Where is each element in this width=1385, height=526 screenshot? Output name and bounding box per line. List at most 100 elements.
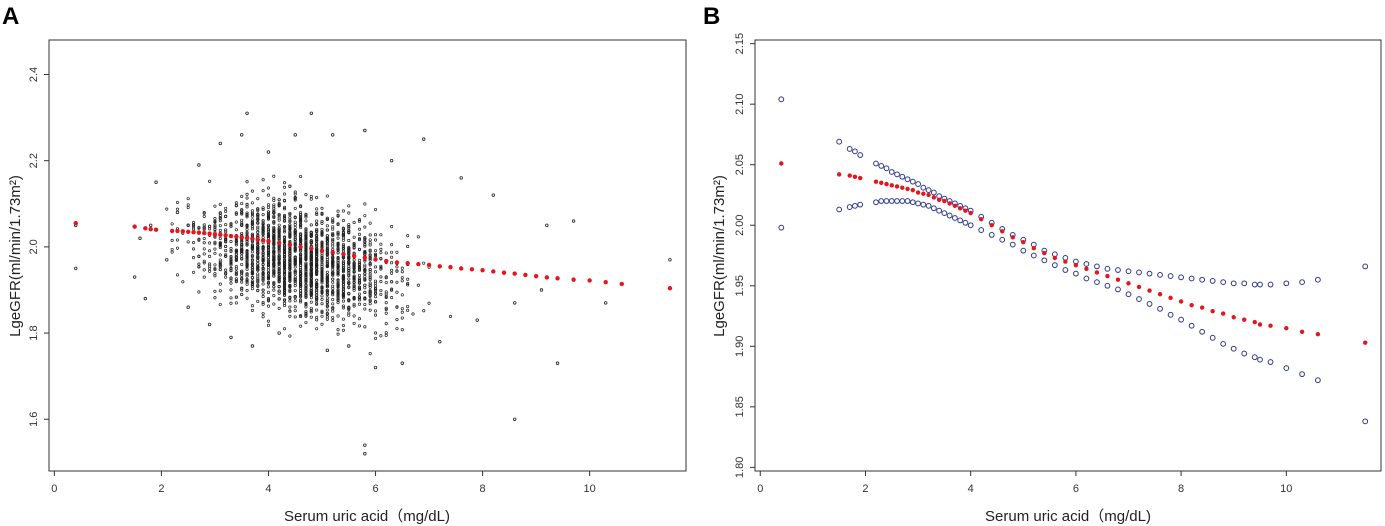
lower-ci-point bbox=[1220, 340, 1227, 347]
panel-b-y-axis: 1.80 1.85 1.90 1.95 2.00 2.05 2.10 2.15 bbox=[734, 33, 755, 478]
panel-b-x-axis: 0 2 4 6 8 10 bbox=[757, 471, 1292, 495]
fitted-point bbox=[952, 203, 958, 209]
scatter-point bbox=[373, 291, 378, 295]
scatter-point bbox=[336, 248, 340, 252]
scatter-point bbox=[331, 260, 335, 264]
scatter-point bbox=[282, 291, 287, 295]
scatter-point bbox=[288, 278, 292, 282]
scatter-point bbox=[282, 198, 287, 202]
scatter-point bbox=[277, 230, 281, 234]
fitted-point bbox=[963, 208, 968, 213]
scatter-point bbox=[357, 262, 362, 266]
scatter-point bbox=[336, 332, 340, 336]
fitted-point bbox=[148, 227, 153, 232]
scatter-point bbox=[315, 297, 319, 301]
scatter-point bbox=[325, 273, 329, 277]
lower-ci-point bbox=[846, 204, 853, 210]
scatter-point bbox=[293, 258, 297, 262]
scatter-point bbox=[256, 284, 260, 288]
scatter-point bbox=[347, 255, 351, 259]
y-tick-label: 2.10 bbox=[734, 93, 746, 114]
scatter-point bbox=[357, 286, 362, 290]
fitted-point bbox=[1094, 270, 1100, 275]
scatter-point bbox=[368, 299, 372, 303]
scatter-point bbox=[373, 249, 378, 253]
scatter-point bbox=[299, 261, 303, 265]
scatter-point bbox=[363, 202, 367, 206]
scatter-point bbox=[256, 254, 260, 258]
scatter-point bbox=[261, 206, 265, 210]
scatter-point bbox=[240, 249, 244, 253]
scatter-point bbox=[347, 211, 351, 215]
panel-a-y-axis-title: LgeGFR(ml/min/1.73m²) bbox=[7, 175, 24, 337]
scatter-point bbox=[293, 228, 297, 233]
scatter-point bbox=[293, 270, 297, 274]
scatter-point bbox=[293, 133, 297, 137]
scatter-point bbox=[347, 298, 351, 302]
scatter-point bbox=[256, 227, 260, 231]
fitted-point bbox=[603, 280, 608, 285]
scatter-point bbox=[272, 288, 276, 292]
y-tick-label: 1.6 bbox=[28, 412, 40, 427]
scatter-point bbox=[229, 278, 233, 282]
scatter-point bbox=[245, 203, 249, 207]
scatter-point bbox=[347, 260, 351, 264]
upper-ci-point bbox=[1188, 275, 1195, 282]
scatter-point bbox=[240, 262, 244, 267]
scatter-point bbox=[320, 262, 324, 266]
upper-ci-point bbox=[888, 169, 895, 175]
scatter-point bbox=[320, 221, 324, 225]
scatter-point bbox=[390, 296, 394, 300]
scatter-point bbox=[363, 277, 367, 281]
scatter-point bbox=[218, 241, 222, 245]
scatter-point bbox=[240, 240, 244, 244]
scatter-point bbox=[282, 262, 287, 266]
scatter-point bbox=[336, 236, 340, 240]
scatter-point bbox=[341, 306, 345, 310]
scatter-point bbox=[250, 287, 254, 291]
scatter-point bbox=[266, 193, 271, 197]
scatter-point bbox=[261, 251, 265, 255]
lower-ci-point bbox=[1299, 371, 1305, 378]
scatter-point bbox=[256, 242, 260, 246]
scatter-point bbox=[213, 251, 217, 256]
scatter-point bbox=[293, 295, 297, 299]
scatter-point bbox=[331, 220, 335, 224]
upper-ci-point bbox=[1209, 278, 1216, 284]
scatter-point bbox=[256, 234, 260, 238]
scatter-point bbox=[309, 306, 313, 310]
scatter-point bbox=[256, 214, 260, 218]
fitted-point bbox=[276, 240, 282, 246]
scatter-point bbox=[363, 225, 367, 229]
scatter-point bbox=[384, 295, 388, 299]
scatter-point bbox=[384, 333, 388, 337]
scatter-point bbox=[202, 268, 206, 272]
scatter-point bbox=[357, 302, 362, 306]
scatter-point bbox=[352, 242, 356, 246]
scatter-point bbox=[282, 181, 287, 185]
fitted-point bbox=[1157, 292, 1163, 297]
scatter-point bbox=[250, 276, 254, 280]
scatter-point bbox=[186, 205, 190, 210]
scatter-point bbox=[272, 241, 276, 245]
scatter-point bbox=[320, 285, 324, 289]
scatter-point bbox=[395, 250, 399, 254]
scatter-point bbox=[266, 215, 271, 219]
scatter-point bbox=[282, 259, 287, 263]
scatter-point bbox=[277, 249, 281, 253]
scatter-point bbox=[368, 298, 372, 302]
scatter-point bbox=[325, 276, 329, 281]
scatter-point bbox=[213, 296, 217, 300]
scatter-point bbox=[288, 272, 292, 276]
upper-ci-point bbox=[846, 146, 853, 152]
fitted-point bbox=[1031, 246, 1037, 251]
scatter-point bbox=[293, 225, 297, 229]
scatter-point bbox=[282, 293, 287, 297]
scatter-point bbox=[288, 213, 292, 217]
scatter-point bbox=[373, 300, 378, 304]
scatter-point bbox=[293, 281, 297, 285]
scatter-point bbox=[331, 233, 335, 237]
scatter-point bbox=[304, 295, 308, 299]
scatter-point bbox=[277, 198, 281, 202]
